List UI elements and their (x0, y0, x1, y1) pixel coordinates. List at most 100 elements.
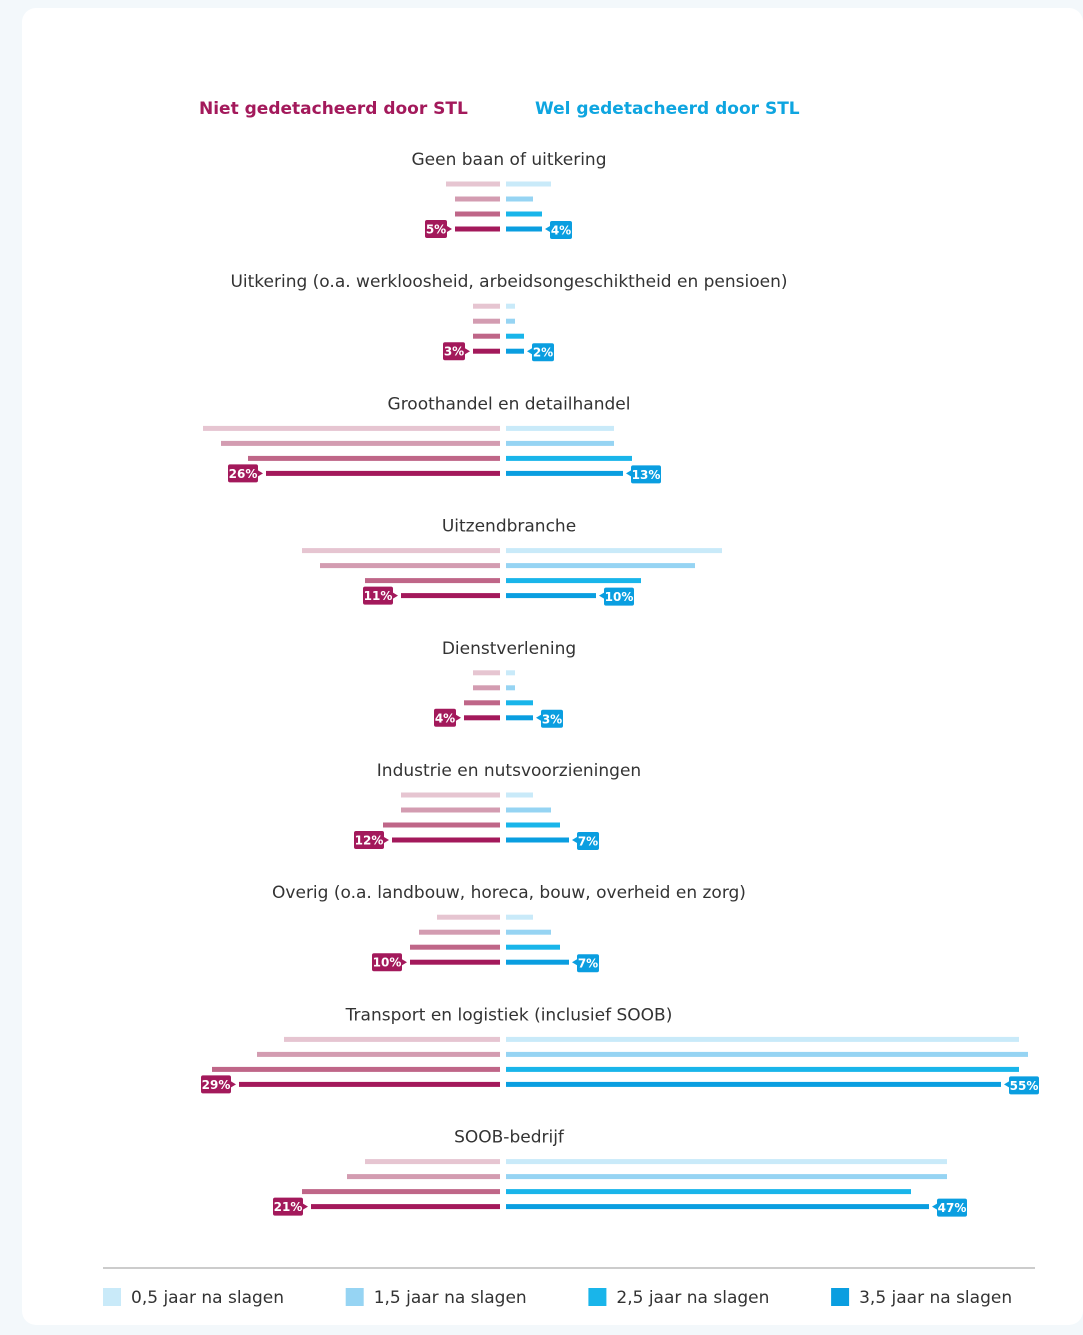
group-title: Groothandel en detailhandel (388, 394, 631, 414)
left-bar (248, 455, 500, 461)
value-label: 10% (373, 956, 402, 970)
label-pointer (384, 837, 389, 843)
left-bar (419, 929, 500, 935)
right-bar (506, 944, 560, 950)
value-label: 5% (426, 223, 446, 237)
right-bar (506, 792, 533, 798)
right-bar (506, 211, 542, 217)
group-title: SOOB-bedrijf (454, 1128, 565, 1148)
label-box (577, 954, 599, 973)
label-box (443, 342, 465, 361)
label-pointer (932, 1203, 937, 1210)
right-bar (506, 959, 569, 965)
value-label: 10% (605, 590, 634, 604)
left-bar (239, 1081, 500, 1087)
left-bar (212, 1066, 500, 1072)
legend-label: 0,5 jaar na slagen (131, 1288, 284, 1308)
right-bar (506, 455, 632, 461)
label-pointer (545, 226, 550, 232)
label-box (434, 708, 456, 727)
value-label: 3% (542, 712, 562, 726)
value-label: 13% (632, 468, 661, 482)
left-bar (365, 578, 500, 584)
right-bar (506, 181, 551, 187)
left-bar (455, 211, 500, 217)
legend-swatch (588, 1288, 607, 1306)
right-bar (506, 440, 614, 446)
label-pointer (402, 959, 407, 966)
left-bar (365, 1159, 500, 1165)
label-box (577, 832, 599, 850)
left-bar (410, 959, 500, 965)
left-bar (473, 318, 500, 324)
right-bar (506, 929, 551, 935)
right-bar (506, 1189, 911, 1195)
right-bar (506, 196, 533, 202)
label-pointer (465, 348, 470, 355)
label-box (631, 465, 661, 484)
left-bar (455, 196, 500, 202)
right-bar (506, 226, 542, 232)
right-bar (506, 807, 551, 813)
left-bar (446, 181, 500, 187)
label-pointer (536, 714, 541, 721)
value-label: 7% (578, 957, 598, 971)
right-title: Wel gedetacheerd door STL (535, 99, 800, 119)
group-title: Uitzendbranche (442, 517, 576, 537)
legend-label: 2,5 jaar na slagen (616, 1288, 769, 1308)
label-pointer (456, 714, 461, 721)
value-label: 21% (274, 1200, 303, 1214)
value-label: 12% (355, 834, 384, 848)
left-bar (221, 440, 500, 446)
label-box (1009, 1076, 1039, 1095)
right-bar (506, 348, 524, 354)
left-bar (464, 715, 500, 721)
right-bar (506, 914, 533, 920)
value-label: 4% (435, 711, 455, 725)
left-title: Niet gedetacheerd door STL (199, 99, 468, 119)
right-bar (506, 837, 569, 843)
left-bar (383, 822, 500, 828)
legend-label: 1,5 jaar na slagen (374, 1288, 527, 1308)
legend-swatch (831, 1288, 850, 1306)
label-pointer (572, 959, 577, 966)
left-bar (347, 1174, 500, 1180)
value-label: 55% (1010, 1079, 1039, 1093)
label-box (354, 831, 384, 849)
left-bar (392, 837, 500, 843)
right-bar (506, 1081, 1001, 1087)
card (22, 8, 1083, 1325)
left-bar (473, 348, 500, 354)
right-bar (506, 470, 623, 476)
legend-swatch (103, 1288, 121, 1306)
legend-swatch (345, 1288, 364, 1306)
left-bar (410, 944, 500, 950)
right-bar (506, 318, 515, 324)
left-bar (401, 807, 500, 813)
right-bar (506, 1066, 1019, 1072)
group-title: Geen baan of uitkering (411, 150, 606, 170)
label-box (550, 221, 572, 239)
label-box (604, 587, 634, 606)
value-label: 4% (551, 224, 571, 238)
value-label: 26% (229, 467, 258, 481)
label-pointer (599, 592, 604, 599)
left-bar (401, 593, 500, 599)
group-title: Overig (o.a. landbouw, horeca, bouw, ove… (272, 883, 746, 903)
right-bar (506, 1036, 1019, 1042)
right-bar (506, 1159, 947, 1165)
right-bar (506, 548, 722, 554)
label-box (937, 1198, 967, 1217)
label-box (228, 464, 258, 483)
label-box (425, 220, 447, 238)
value-label: 47% (938, 1201, 967, 1215)
right-bar (506, 685, 515, 691)
label-pointer (527, 348, 532, 355)
group-title: Industrie en nutsvoorzieningen (377, 761, 641, 781)
left-bar (302, 1189, 500, 1195)
right-bar (506, 578, 641, 584)
right-bar (506, 670, 515, 676)
right-bar (506, 715, 533, 721)
